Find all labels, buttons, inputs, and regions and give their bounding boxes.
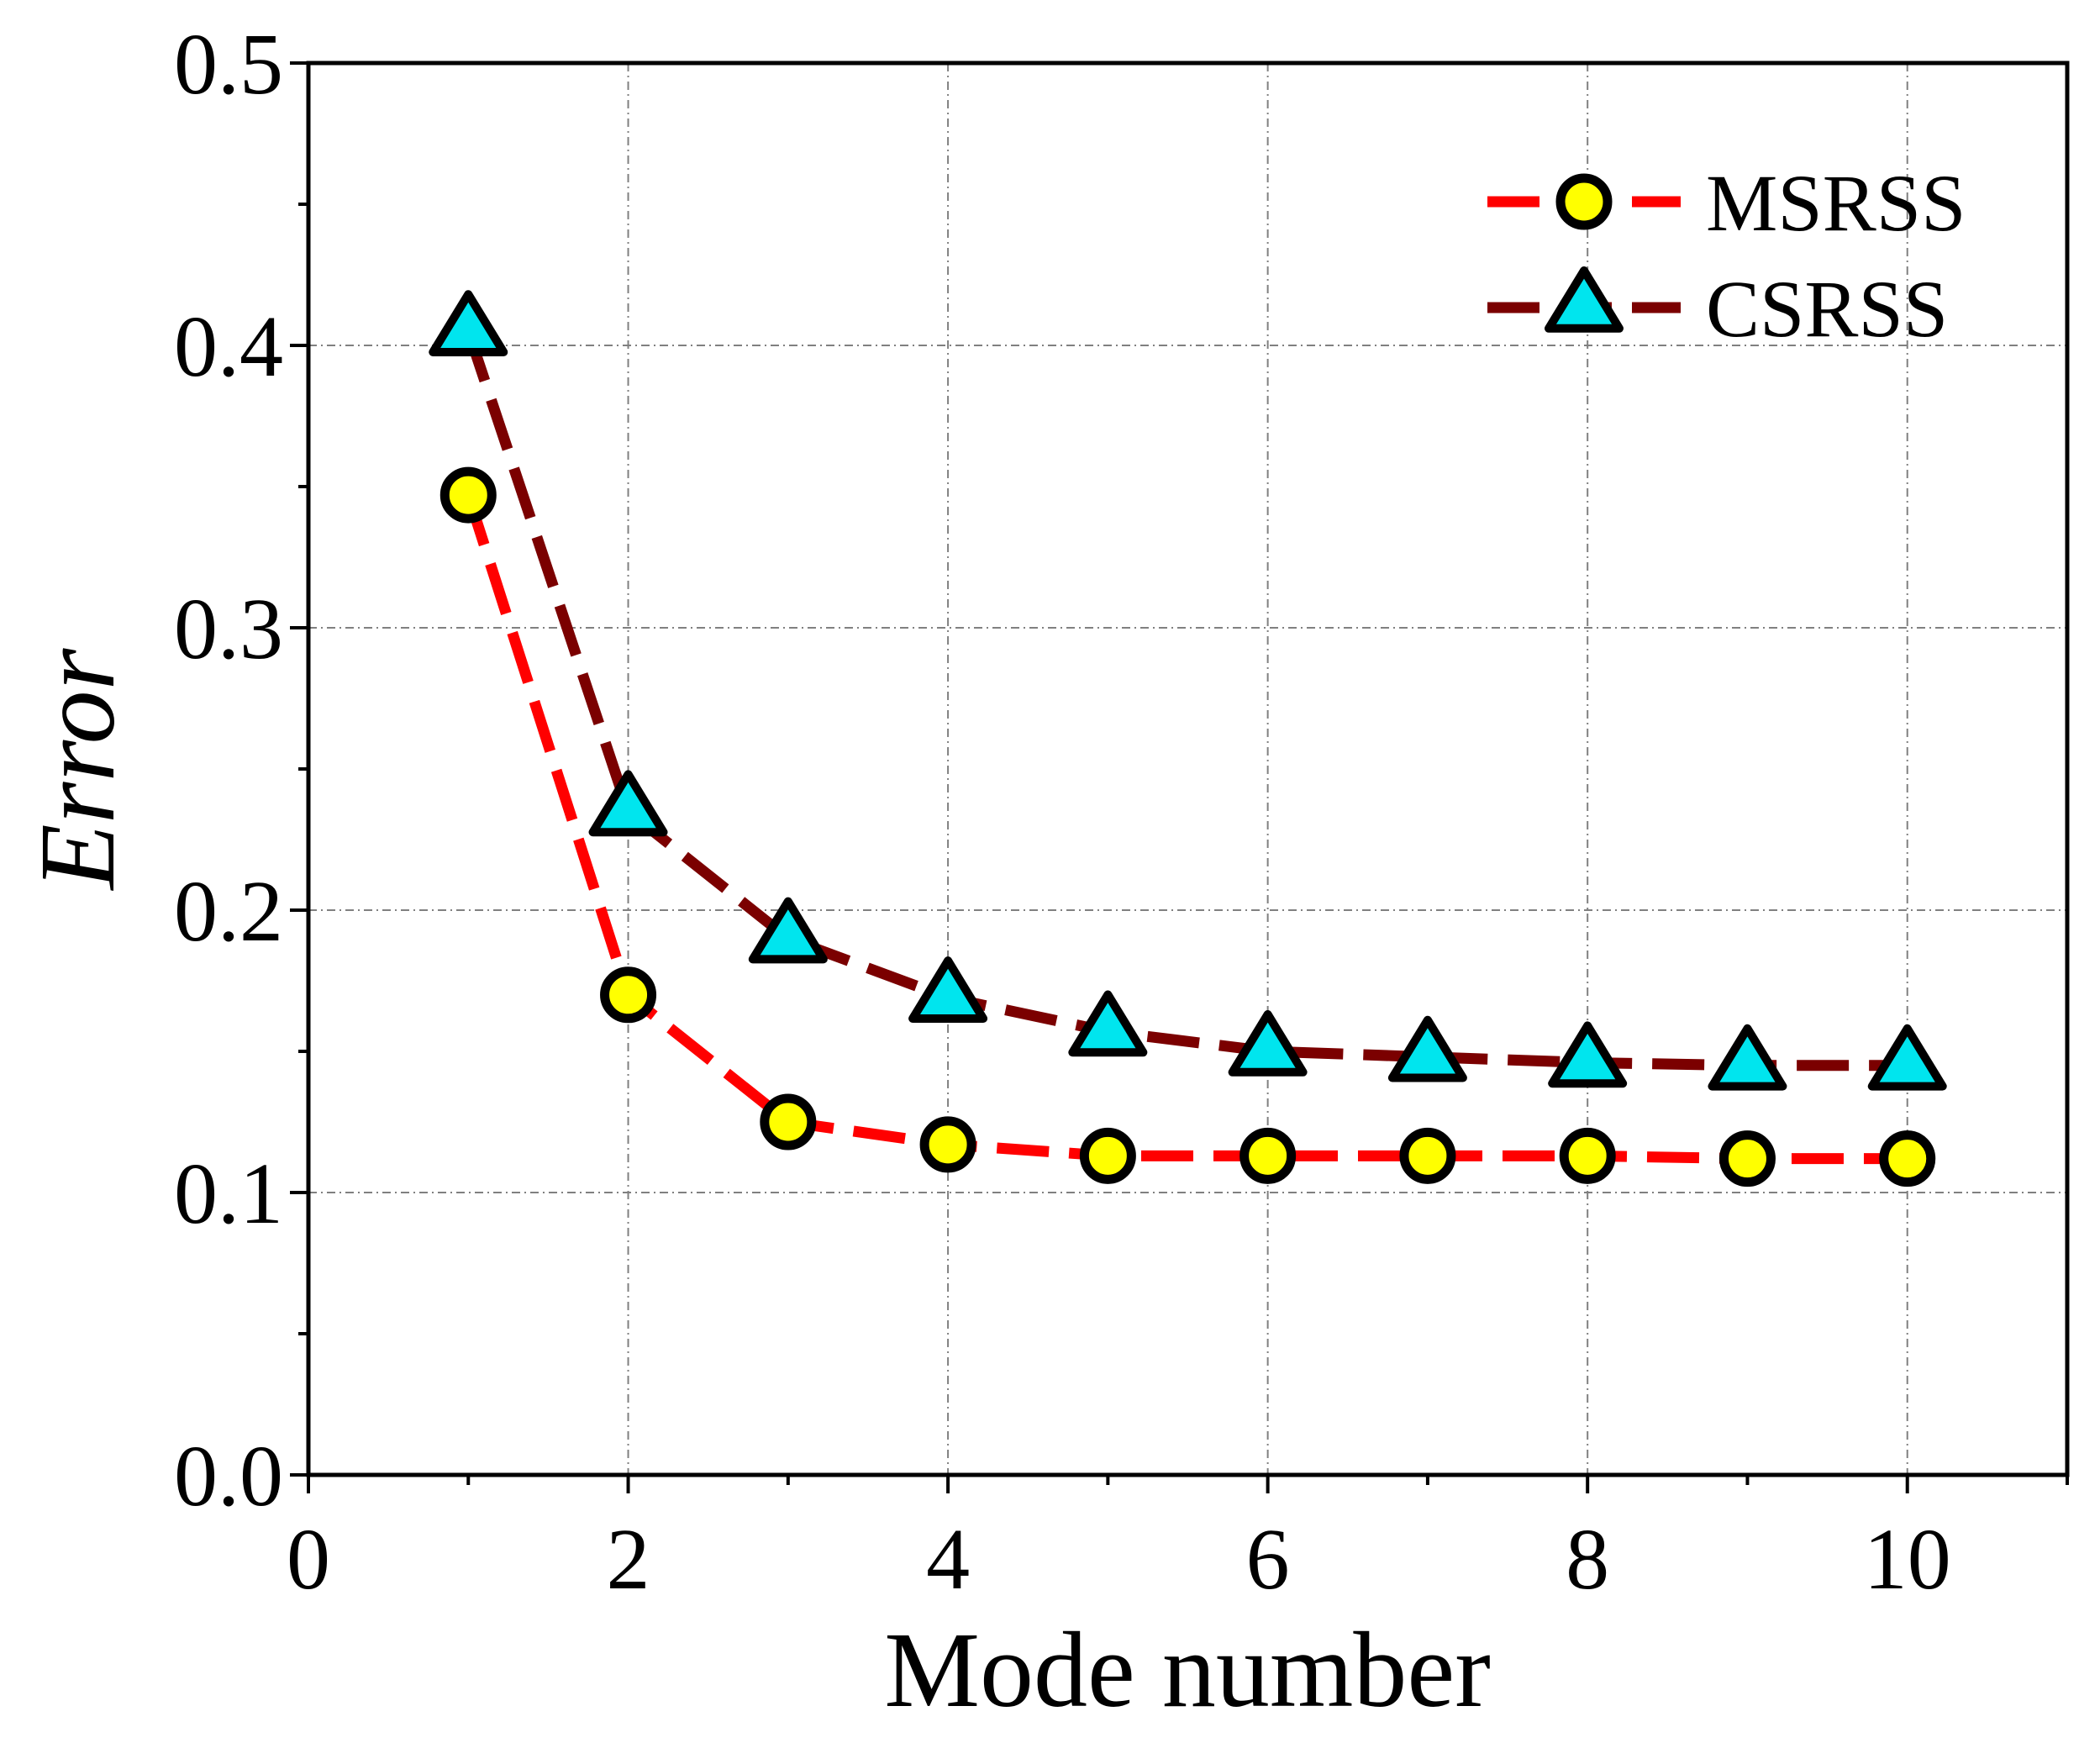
y-tick-label: 0.0 [174,1428,283,1524]
point-csrss [1708,1024,1787,1091]
tick-labels: 0 2 4 6 8 10 0.0 0.1 0.2 0.3 0.4 0.5 [174,16,1951,1608]
y-tick-label: 0.5 [174,16,283,113]
point-csrss [1867,1024,1947,1091]
point-csrss [1228,1010,1308,1077]
point-msrss [1559,1127,1616,1184]
markers-layer [429,290,1947,1187]
point-msrss [439,466,497,524]
point-csrss [1548,1021,1628,1088]
point-msrss [919,1116,976,1173]
legend: MSRSS CSRSS [1487,158,1966,354]
legend-item-msrss: MSRSS [1487,158,1966,248]
point-csrss [748,897,828,964]
point-msrss [1399,1127,1456,1184]
series-layer [463,329,1908,1165]
point-msrss [1718,1130,1776,1187]
point-msrss [600,966,657,1024]
series-line-csrss [463,329,1908,1072]
legend-label: CSRSS [1706,264,1948,354]
x-tick-label: 6 [1246,1511,1290,1608]
legend-label: MSRSS [1706,158,1966,248]
y-tick-label: 0.2 [174,863,283,960]
legend-marker-triangle [1545,266,1624,333]
x-tick-label: 2 [607,1511,650,1608]
x-tick-label: 0 [287,1511,330,1608]
point-csrss [1068,990,1148,1057]
x-axis-title: Mode number [884,1610,1491,1730]
point-msrss [1879,1130,1936,1187]
axes [290,61,2070,1493]
point-csrss [588,770,668,837]
point-csrss [908,956,988,1023]
point-msrss [1079,1127,1136,1184]
point-csrss [429,290,508,356]
y-tick-label: 0.3 [174,581,283,677]
legend-item-csrss: CSRSS [1487,264,1948,354]
point-csrss [1387,1015,1467,1082]
x-tick-label: 10 [1864,1511,1951,1608]
x-tick-label: 8 [1566,1511,1609,1608]
point-msrss [760,1093,817,1151]
series-line-msrss [463,493,1908,1165]
y-axis-title: Error [18,647,137,891]
x-tick-label: 4 [926,1511,970,1608]
legend-marker-circle [1555,173,1613,230]
y-tick-label: 0.1 [174,1145,283,1242]
y-tick-label: 0.4 [174,298,283,395]
point-msrss [1239,1127,1297,1184]
